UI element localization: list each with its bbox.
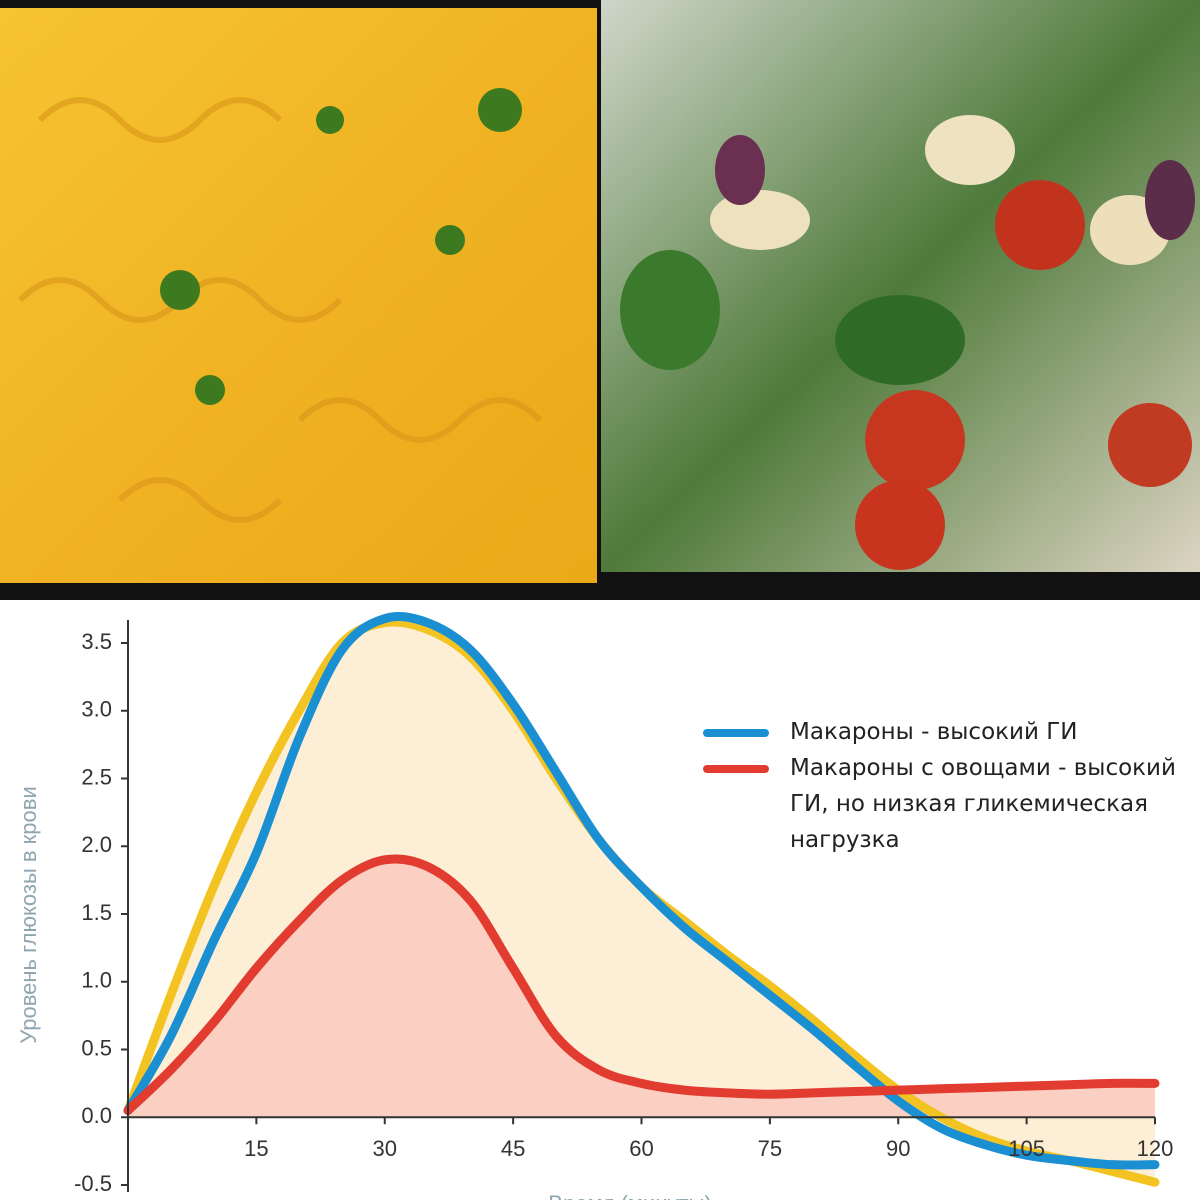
y-tick-label: 1.5 [81, 900, 112, 925]
x-tick-label: 90 [886, 1136, 910, 1161]
legend-swatch [703, 729, 769, 737]
salad-texture [620, 115, 1195, 570]
legend-entry: Макароны с овощами - высокий ГИ, но низк… [700, 750, 1180, 858]
line [123, 612, 1160, 1170]
y-tick-label: 3.0 [81, 697, 112, 722]
legend: Макароны - высокий ГИ Макароны с овощами … [700, 714, 1180, 858]
legend-swatch [703, 765, 769, 773]
area [128, 858, 1155, 1118]
pasta-texture [17, 97, 543, 523]
legend-label: Макароны - высокий ГИ [790, 719, 1078, 745]
x-tick-label: 60 [629, 1136, 653, 1161]
x-tick-label: 15 [244, 1136, 268, 1161]
parsley [160, 88, 522, 405]
x-tick-label: 30 [373, 1136, 397, 1161]
x-tick-label: 75 [758, 1136, 782, 1161]
y-tick-label: 2.5 [81, 764, 112, 789]
legend-label: Макароны с овощами - высокий ГИ, но низк… [790, 755, 1176, 853]
line [123, 854, 1160, 1115]
y-tick-label: 0.0 [81, 1103, 112, 1128]
x-tick-label: 105 [1008, 1136, 1045, 1161]
y-axis-title: Уровень глюкозы в крови [16, 786, 41, 1043]
x-axis-title: Время (минуты) [548, 1191, 711, 1200]
y-tick-label: 0.5 [81, 1035, 112, 1060]
y-tick-label: -0.5 [74, 1171, 112, 1196]
x-tick-label: 45 [501, 1136, 525, 1161]
y-tick-label: 2.0 [81, 832, 112, 857]
x-tick-label: 120 [1137, 1136, 1174, 1161]
y-tick-label: 1.0 [81, 968, 112, 993]
y-tick-label: 3.5 [81, 629, 112, 654]
legend-entry: Макароны - высокий ГИ [700, 714, 1180, 750]
